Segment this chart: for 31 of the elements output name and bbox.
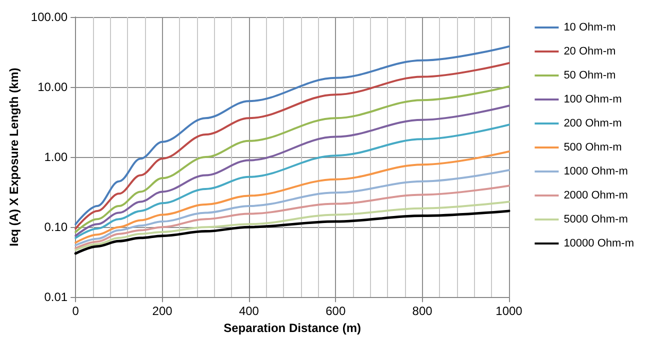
x-tick-label: 0: [72, 304, 80, 318]
x-tick-label: 1000: [496, 304, 523, 318]
line-series: [74, 210, 510, 255]
legend-label: 5000 Ohm-m: [564, 214, 628, 226]
y-axis-title: Ieq (A) X Exposure Length (km): [7, 68, 21, 246]
legend-label: 500 Ohm-m: [564, 142, 622, 154]
legend-label: 1000 Ohm-m: [564, 166, 628, 178]
line-series: [74, 85, 510, 234]
line-series: [74, 200, 510, 252]
legend-label: 10000 Ohm-m: [564, 238, 634, 250]
x-tick-label: 600: [326, 304, 346, 318]
line-series: [74, 184, 510, 250]
y-tick-label: 10.00: [38, 80, 68, 94]
legend-label: 200 Ohm-m: [564, 118, 622, 130]
legend-label: 2000 Ohm-m: [564, 190, 628, 202]
x-axis-title: Separation Distance (m): [224, 321, 361, 335]
y-tick-label: 100.00: [30, 10, 68, 24]
x-tick-label: 400: [238, 304, 260, 318]
line-series: [74, 150, 510, 244]
legend-label: 10 Ohm-m: [564, 22, 616, 34]
legend-label: 100 Ohm-m: [564, 94, 622, 106]
line-series: [74, 124, 510, 239]
line-series: [74, 104, 510, 237]
x-tick-label: 200: [152, 304, 173, 318]
legend-label: 20 Ohm-m: [564, 46, 616, 58]
y-tick-label: 0.10: [44, 220, 68, 234]
y-tick-label: 1.00: [44, 150, 68, 164]
line-series: [74, 169, 510, 246]
x-tick-label: 800: [412, 304, 433, 318]
legend-label: 50 Ohm-m: [564, 70, 616, 82]
y-tick-label: 0.01: [44, 290, 68, 304]
